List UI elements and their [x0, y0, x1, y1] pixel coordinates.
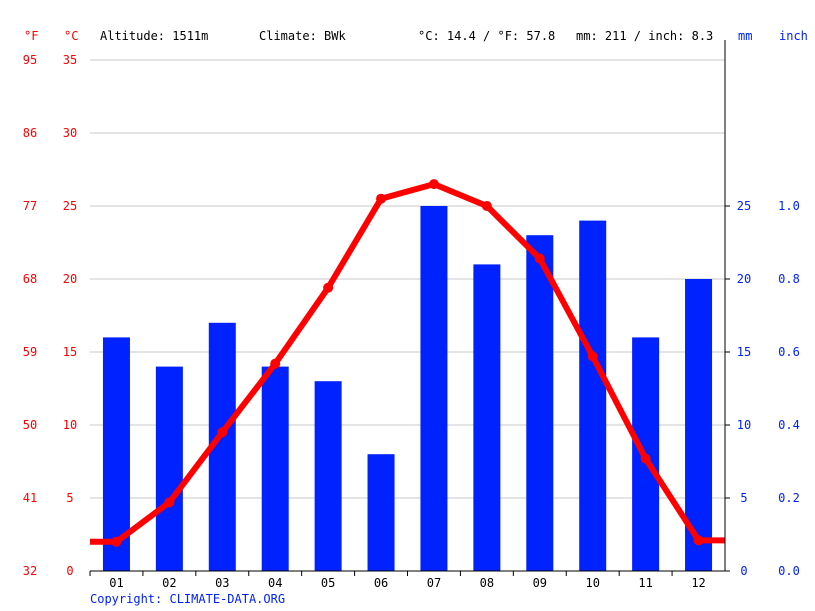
precipitation-bar	[155, 366, 183, 571]
fahrenheit-tick-label: 68	[23, 272, 37, 286]
temperature-point	[323, 282, 334, 293]
month-tick-label: 03	[215, 576, 229, 590]
celsius-tick-label: 35	[63, 53, 77, 67]
month-tick-label: 11	[638, 576, 652, 590]
precipitation-bar	[261, 366, 289, 571]
fahrenheit-tick-label: 77	[23, 199, 37, 213]
mm-unit-label: mm	[738, 29, 752, 43]
precipitation-bar	[314, 381, 342, 571]
month-tick-label: 01	[109, 576, 123, 590]
temperature-point	[587, 351, 598, 362]
celsius-tick-label: 25	[63, 199, 77, 213]
altitude-label: Altitude: 1511m	[100, 29, 208, 43]
temperature-average-label: °C: 14.4 / °F: 57.8	[418, 29, 555, 43]
mm-tick-label: 25	[737, 199, 751, 213]
temperature-line	[90, 181, 725, 545]
inch-tick-label: 0.0	[778, 564, 800, 578]
temperature-point	[111, 536, 122, 547]
precipitation-bar	[367, 454, 395, 571]
mm-tick-label: 10	[737, 418, 751, 432]
mm-tick-label: 0	[740, 564, 747, 578]
celsius-tick-label: 0	[66, 564, 73, 578]
temperature-point	[534, 253, 545, 264]
precipitation-bar	[579, 220, 607, 571]
inch-tick-label: 1.0	[778, 199, 800, 213]
precipitation-bar	[473, 264, 501, 571]
precipitation-bar	[526, 235, 554, 571]
temperature-point	[217, 427, 228, 438]
temperature-point	[270, 358, 281, 369]
month-tick-label: 02	[162, 576, 176, 590]
inch-tick-label: 0.8	[778, 272, 800, 286]
fahrenheit-tick-label: 32	[23, 564, 37, 578]
mm-tick-label: 20	[737, 272, 751, 286]
month-tick-label: 07	[427, 576, 441, 590]
temperature-point	[640, 453, 651, 464]
fahrenheit-tick-label: 86	[23, 126, 37, 140]
celsius-tick-label: 15	[63, 345, 77, 359]
fahrenheit-unit-label: °F	[24, 29, 38, 43]
fahrenheit-tick-label: 50	[23, 418, 37, 432]
inch-tick-label: 0.6	[778, 345, 800, 359]
celsius-tick-label: 20	[63, 272, 77, 286]
precipitation-bar	[420, 206, 448, 571]
mm-tick-label: 5	[740, 491, 747, 505]
fahrenheit-tick-label: 41	[23, 491, 37, 505]
celsius-tick-label: 30	[63, 126, 77, 140]
temperature-point	[481, 201, 492, 211]
month-tick-label: 06	[374, 576, 388, 590]
inch-tick-label: 0.2	[778, 491, 800, 505]
climate-label: Climate: BWk	[259, 29, 346, 43]
temperature-point	[428, 179, 439, 190]
celsius-unit-label: °C	[64, 29, 78, 43]
inch-unit-label: inch	[779, 29, 808, 43]
inch-tick-label: 0.4	[778, 418, 800, 432]
copyright-link[interactable]: Copyright: CLIMATE-DATA.ORG	[90, 592, 285, 606]
temperature-point	[376, 193, 387, 204]
fahrenheit-tick-label: 59	[23, 345, 37, 359]
precipitation-total-label: mm: 211 / inch: 8.3	[576, 29, 713, 43]
month-tick-label: 09	[533, 576, 547, 590]
temperature-point	[693, 535, 704, 546]
month-tick-label: 05	[321, 576, 335, 590]
month-tick-label: 12	[691, 576, 705, 590]
month-tick-label: 10	[585, 576, 599, 590]
celsius-tick-label: 5	[66, 491, 73, 505]
month-tick-label: 08	[480, 576, 494, 590]
mm-tick-label: 15	[737, 345, 751, 359]
celsius-tick-label: 10	[63, 418, 77, 432]
month-tick-label: 04	[268, 576, 282, 590]
fahrenheit-tick-label: 95	[23, 53, 37, 67]
temperature-point	[164, 497, 175, 508]
